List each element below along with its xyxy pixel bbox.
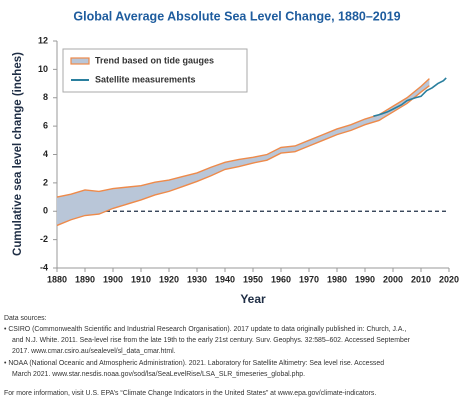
x-tick-label: 1880 [47,274,67,284]
x-tick-label: 1900 [103,274,123,284]
x-tick-label: 1960 [271,274,291,284]
legend-band [70,57,90,65]
x-tick-label: 1910 [131,274,151,284]
x-tick-label: 2000 [383,274,403,284]
x-tick-label: 1890 [75,274,95,284]
x-tick-label: 1950 [243,274,263,284]
x-tick-label: 1980 [327,274,347,284]
y-tick-label: -4 [40,262,48,272]
note-line: March 2021. www.star.nesdis.noaa.gov/sod… [12,371,305,378]
x-axis-title: Year [240,292,266,306]
note-line: 2017. www.cmar.csiro.au/sealevel/sl_data… [12,348,176,355]
legend-box [62,48,248,93]
y-tick-label: -2 [40,234,48,244]
note-line: Data sources: [4,315,47,322]
series-line [373,77,447,117]
legend-label: Trend based on tide gauges [95,55,214,65]
y-axis-title: Cumulative sea level change (inches) [12,52,24,256]
chart-title: Global Average Absolute Sea Level Change… [73,9,400,23]
legend-label: Satellite measurements [95,74,196,84]
x-tick-label: 1990 [355,274,375,284]
y-tick-label: 0 [43,206,48,216]
y-tick-label: 10 [38,64,48,74]
x-tick-label: 1970 [299,274,319,284]
x-tick-label: 2020 [439,274,459,284]
y-tick-label: 12 [38,35,48,45]
x-tick-label: 1930 [187,274,207,284]
y-tick-label: 6 [43,121,48,131]
y-tick-label: 4 [43,149,48,159]
note-line: • CSIRO (Commonwealth Scientific and Ind… [4,326,406,333]
y-tick-label: 8 [43,92,48,102]
note-line: • NOAA (National Oceanic and Atmospheric… [4,360,384,367]
x-tick-label: 1920 [159,274,179,284]
x-tick-label: 1940 [215,274,235,284]
y-tick-label: 2 [43,177,48,187]
band-edge [56,78,430,198]
band-edge [56,85,430,227]
note-line: For more information, visit U.S. EPA’s “… [4,390,376,397]
x-tick-label: 2010 [411,274,431,284]
uncertainty-band [57,78,430,226]
note-line: and N.J. White. 2011. Sea-level rise fro… [12,337,411,344]
